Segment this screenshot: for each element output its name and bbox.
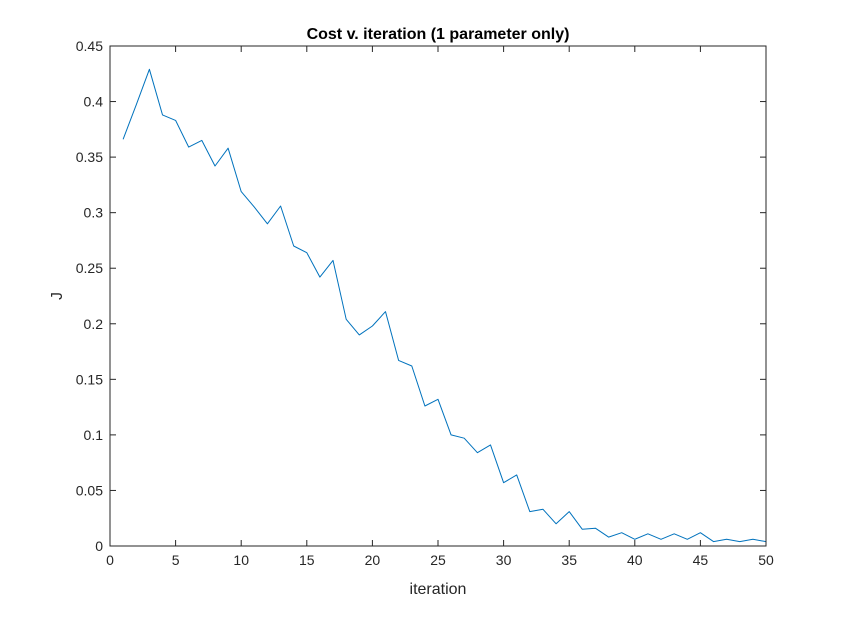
y-tick-label: 0.45 bbox=[76, 38, 103, 54]
y-tick-label: 0 bbox=[95, 538, 103, 554]
x-tick-label: 0 bbox=[106, 552, 114, 568]
x-tick-label: 20 bbox=[365, 552, 381, 568]
y-tick-label: 0.3 bbox=[84, 205, 104, 221]
x-tick-label: 45 bbox=[693, 552, 709, 568]
x-tick-label: 30 bbox=[496, 552, 512, 568]
tick-labels: 0 5 10 15 20 25 30 35 40 45 50 0 0.05 0.1 0.15 0.2 0.25 0… bbox=[76, 38, 774, 568]
y-tick-label: 0.25 bbox=[76, 260, 103, 276]
x-tick-label: 40 bbox=[627, 552, 643, 568]
y-tick-label: 0.15 bbox=[76, 371, 103, 387]
x-tick-label: 5 bbox=[172, 552, 180, 568]
y-tick-label: 0.1 bbox=[84, 427, 104, 443]
x-tick-label: 15 bbox=[299, 552, 315, 568]
x-tick-label: 10 bbox=[233, 552, 249, 568]
y-tick-label: 0.05 bbox=[76, 482, 103, 498]
chart-title: Cost v. iteration (1 parameter only) bbox=[307, 26, 570, 43]
axes-box bbox=[109, 45, 767, 547]
x-axis-label: iteration bbox=[410, 581, 467, 598]
x-tick-label: 50 bbox=[758, 552, 774, 568]
x-tick-label: 35 bbox=[561, 552, 577, 568]
y-tick-label: 0.4 bbox=[84, 94, 104, 110]
y-axis-label: J bbox=[49, 292, 66, 300]
x-tick-label: 25 bbox=[430, 552, 446, 568]
series-line bbox=[122, 68, 767, 543]
y-tick-label: 0.35 bbox=[76, 149, 103, 165]
plot-background bbox=[110, 46, 766, 546]
y-tick-label: 0.2 bbox=[84, 316, 104, 332]
